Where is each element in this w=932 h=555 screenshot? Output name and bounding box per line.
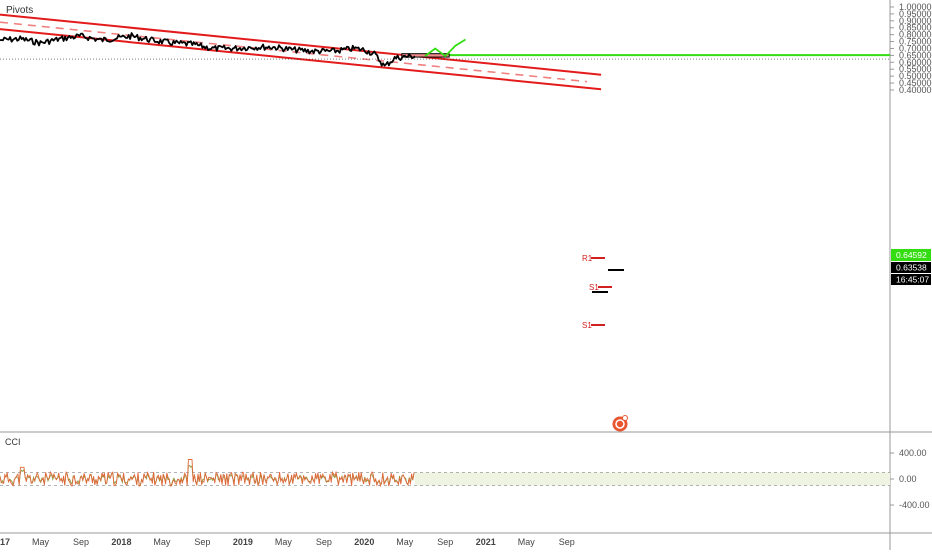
event-marker-icon[interactable] [612,415,628,432]
price-series-group [0,32,466,67]
time-tick-label: Sep [194,537,210,547]
channel-upper-line[interactable] [0,13,602,76]
countdown-badge [891,274,931,285]
current-price-badge [891,249,931,261]
time-tick-label: 2017 [0,537,10,547]
pivot-s1-b-label: S1 [582,321,592,330]
time-tick-label: 2019 [233,537,253,547]
time-tick-label: Sep [437,537,453,547]
pivot-s1-a-label: S1 [589,283,599,292]
price-tick-label: 0.40000 [899,85,932,95]
projection-line-series [424,38,466,58]
pivot-markers: R1 S1 S1 [582,254,624,330]
price-tick-label: 0.85000 [899,23,932,33]
channel-mid-line[interactable] [0,21,588,83]
time-tick-label: 2020 [354,537,374,547]
price-tick-label: 0.95000 [899,9,932,19]
cci-tick-label: 400.00 [899,448,927,458]
time-axis-ticks: 2017 May Sep 2018 May Sep 2019 May Sep 2020 May Sep… [0,537,575,547]
cci-band-group [0,472,890,486]
countdown-text: 16:45:07 [896,275,929,285]
cci-series-group [0,459,415,488]
time-tick-label: May [153,537,171,547]
indicator-label[interactable]: Pivots [6,5,33,16]
price-tick-label: 0.75000 [899,37,932,47]
last-price-badge [891,262,931,273]
time-tick-label: 2018 [111,537,131,547]
price-tick-label: 0.50000 [899,71,932,81]
time-tick-label: Sep [316,537,332,547]
price-line-series [0,32,416,67]
cci-tick-label: -400.00 [899,500,930,510]
price-tick-label: 0.70000 [899,43,932,53]
cci-tick-label: 0.00 [899,474,917,484]
price-tick-label: 1.00000 [899,2,932,12]
cci-line [0,459,415,488]
price-tick-label: 0.65000 [899,50,932,60]
main-pane[interactable] [0,0,890,432]
time-tick-label: 2021 [476,537,496,547]
price-tick-label: 0.80000 [899,30,932,40]
time-tick-label: Sep [559,537,575,547]
price-tick-label: 0.45000 [899,78,932,88]
price-tick-label: 0.90000 [899,16,932,26]
last-price-text: 0.63538 [896,263,927,273]
cci-axis-ticks: 400.00 0.00 -400.00 [890,448,930,510]
time-tick-label: Sep [73,537,89,547]
pivot-r1-label: R1 [582,254,593,263]
current-price-text: 0.64592 [896,250,927,260]
price-axis-ticks: 1.000000.950000.900000.850000.800000.750… [890,2,932,95]
cci-neutral-band [414,472,890,486]
time-tick-label: May [396,537,414,547]
time-tick-label: May [275,537,293,547]
cci-label[interactable]: CCI [5,437,21,447]
price-tick-label: 0.60000 [899,57,932,67]
time-tick-label: May [32,537,50,547]
time-tick-label: May [518,537,536,547]
price-tick-label: 0.55000 [899,64,932,74]
